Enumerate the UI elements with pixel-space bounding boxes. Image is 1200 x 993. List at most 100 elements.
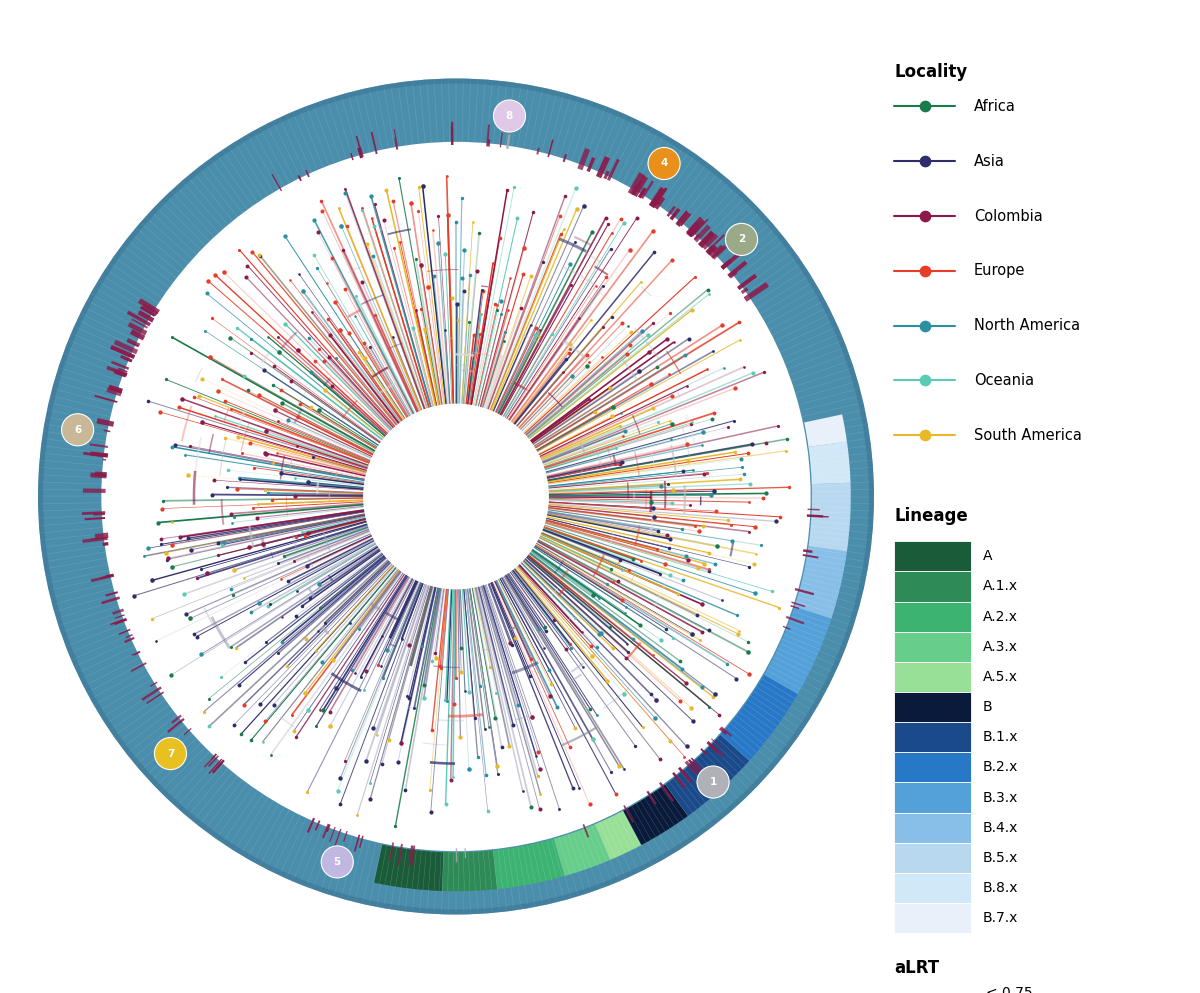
Point bbox=[556, 641, 575, 657]
Point bbox=[181, 611, 200, 627]
Point bbox=[726, 380, 745, 396]
Point bbox=[208, 383, 227, 399]
Point bbox=[721, 517, 740, 533]
Point bbox=[355, 351, 374, 366]
Point bbox=[529, 745, 548, 761]
Point bbox=[230, 472, 250, 488]
Point bbox=[730, 315, 749, 331]
Point bbox=[660, 540, 679, 556]
Point bbox=[203, 311, 222, 327]
Point bbox=[282, 372, 301, 388]
Point bbox=[263, 492, 282, 507]
Point bbox=[278, 573, 298, 589]
Point bbox=[211, 669, 230, 685]
Point bbox=[491, 307, 510, 323]
Point bbox=[290, 396, 310, 412]
Text: A.5.x: A.5.x bbox=[983, 670, 1018, 684]
Point bbox=[317, 275, 336, 291]
Point bbox=[316, 382, 335, 398]
Point bbox=[594, 320, 613, 336]
Text: aLRT: aLRT bbox=[894, 959, 940, 977]
Bar bbox=[894, 541, 971, 571]
Point bbox=[438, 208, 457, 223]
Point bbox=[352, 202, 371, 217]
Point bbox=[260, 597, 280, 613]
Point bbox=[169, 399, 188, 415]
Point bbox=[175, 447, 194, 463]
Point bbox=[610, 552, 629, 568]
Point bbox=[262, 747, 281, 763]
Point bbox=[222, 505, 241, 521]
Point bbox=[406, 250, 425, 266]
Point bbox=[658, 526, 677, 542]
Point bbox=[611, 211, 630, 226]
Point bbox=[460, 315, 479, 331]
Point bbox=[683, 713, 702, 729]
Point bbox=[628, 211, 647, 226]
Point bbox=[680, 497, 700, 513]
Point bbox=[468, 750, 487, 766]
Point bbox=[190, 387, 209, 403]
Point bbox=[685, 269, 704, 285]
Point bbox=[689, 560, 708, 576]
Point bbox=[271, 382, 290, 398]
Point bbox=[671, 693, 690, 709]
Point bbox=[694, 424, 713, 440]
Point bbox=[372, 658, 391, 674]
Point bbox=[212, 371, 232, 387]
Point bbox=[152, 500, 172, 516]
Point bbox=[197, 285, 216, 301]
Point bbox=[478, 802, 497, 818]
Wedge shape bbox=[804, 414, 847, 447]
Point bbox=[311, 600, 330, 616]
Point bbox=[660, 567, 679, 583]
Point bbox=[677, 739, 696, 755]
Circle shape bbox=[648, 147, 680, 180]
Point bbox=[276, 316, 295, 332]
Point bbox=[396, 781, 415, 797]
Point bbox=[664, 335, 683, 351]
Point bbox=[150, 404, 169, 420]
Point bbox=[298, 784, 317, 800]
Point bbox=[469, 225, 488, 241]
Point bbox=[349, 344, 368, 359]
Point bbox=[673, 661, 692, 677]
Point bbox=[413, 638, 432, 653]
Point bbox=[272, 609, 292, 625]
Point bbox=[412, 301, 431, 317]
Point bbox=[205, 267, 224, 283]
Point bbox=[593, 278, 612, 294]
Wedge shape bbox=[493, 839, 565, 889]
Point bbox=[472, 306, 491, 322]
Point bbox=[223, 587, 242, 603]
Point bbox=[700, 563, 719, 579]
Text: 5: 5 bbox=[334, 857, 341, 867]
Point bbox=[472, 282, 491, 298]
Wedge shape bbox=[809, 442, 851, 484]
Point bbox=[617, 650, 636, 666]
Circle shape bbox=[493, 100, 526, 132]
Point bbox=[305, 212, 324, 227]
Point bbox=[734, 359, 754, 375]
Point bbox=[336, 281, 355, 297]
Point bbox=[257, 423, 276, 439]
Point bbox=[353, 274, 372, 290]
Point bbox=[289, 266, 308, 282]
Point bbox=[746, 518, 766, 534]
Point bbox=[500, 270, 520, 286]
Point bbox=[436, 246, 455, 262]
Point bbox=[676, 674, 695, 690]
Point bbox=[598, 576, 617, 592]
Point bbox=[125, 588, 144, 604]
Point bbox=[661, 413, 680, 429]
Point bbox=[599, 215, 618, 231]
Point bbox=[553, 364, 572, 380]
Point bbox=[356, 753, 376, 769]
Circle shape bbox=[322, 846, 353, 878]
Text: Africa: Africa bbox=[974, 99, 1015, 114]
Point bbox=[492, 739, 511, 755]
Point bbox=[560, 336, 580, 352]
Point bbox=[600, 619, 619, 635]
Point bbox=[426, 649, 445, 665]
Point bbox=[282, 707, 301, 723]
